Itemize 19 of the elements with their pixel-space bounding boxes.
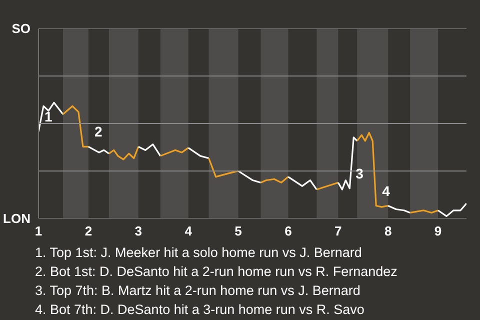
annotation: 1: [44, 108, 52, 125]
x-tick-label: 3: [134, 224, 142, 238]
x-tick-label: 6: [284, 224, 292, 238]
text: 3. Top 7th: B. Martz hit a 2-run home run vs J. Bernard: [35, 282, 362, 300]
x-tick-label: 5: [234, 224, 242, 238]
text: 1. Top 1st: J. Meeker hit a solo home run vs J. Bernard: [35, 244, 363, 262]
x-tick-label: 1: [34, 224, 42, 238]
text: 2. Bot 1st: D. DeSanto hit a 2-run home run vs R. Fernandez: [35, 263, 398, 281]
x-tick-label: 7: [334, 224, 342, 238]
x-tick-label: 9: [434, 224, 442, 238]
x-tick-label: 2: [84, 224, 92, 238]
text: 4. Bot 7th: D. DeSanto hit a 3-run home run vs R. Savo: [35, 301, 366, 319]
annotation: 2: [94, 124, 102, 140]
ref-line-label: SO: [12, 21, 31, 36]
annotation: 4: [382, 182, 390, 199]
x-tick-label: 4: [184, 224, 193, 238]
ref-line-label: LON: [3, 211, 31, 226]
x-tick-label: 8: [384, 224, 392, 238]
annotation: 3: [356, 165, 364, 182]
